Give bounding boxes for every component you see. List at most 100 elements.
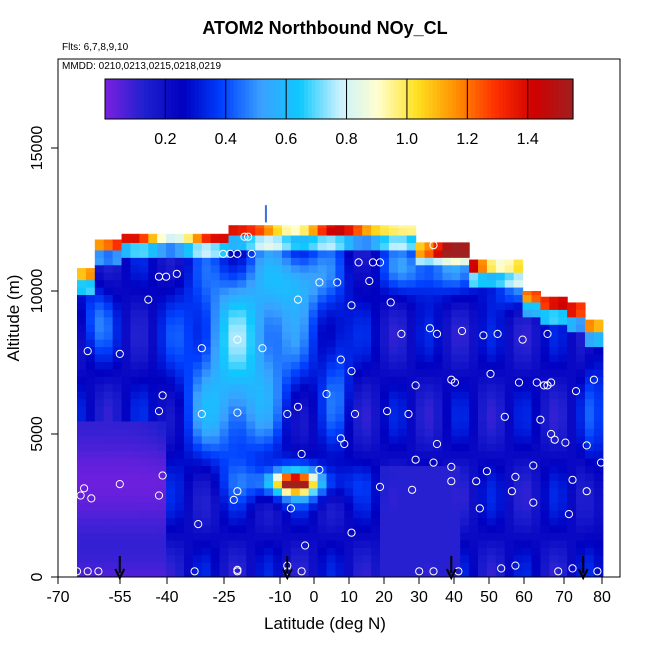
field-cell xyxy=(576,376,586,385)
field-cell xyxy=(183,413,194,422)
field-cell xyxy=(584,562,595,571)
field-cell xyxy=(362,368,372,377)
sample-point xyxy=(450,378,459,387)
field-cell xyxy=(192,368,203,377)
field-cell xyxy=(273,225,283,229)
field-cell xyxy=(495,458,506,467)
field-cell xyxy=(335,264,345,273)
field-cell xyxy=(442,257,452,266)
field-cell xyxy=(130,562,140,571)
colorbar-tick-label: 1.4 xyxy=(517,131,539,148)
field-cell xyxy=(478,554,488,563)
field-cell xyxy=(317,458,328,467)
sample-point xyxy=(83,567,92,576)
sample-point xyxy=(233,335,242,344)
field-cell xyxy=(192,450,203,459)
field-cell xyxy=(299,458,310,467)
field-cell xyxy=(290,309,301,318)
field-cell xyxy=(246,398,256,407)
field-cell xyxy=(121,301,132,310)
colorbar-swatch xyxy=(272,79,278,119)
field-cell xyxy=(335,539,345,548)
field-cell xyxy=(567,413,577,422)
field-cell xyxy=(469,376,479,385)
field-cell xyxy=(273,234,283,243)
field-cell xyxy=(112,428,123,437)
field-cell xyxy=(183,502,194,511)
field-cell xyxy=(567,517,577,526)
field-cell xyxy=(290,264,301,273)
field-cell xyxy=(210,339,221,348)
field-cell xyxy=(335,294,345,303)
field-cell xyxy=(469,331,479,340)
field-cell xyxy=(166,547,176,556)
field-cell xyxy=(94,331,105,340)
field-cell xyxy=(112,264,123,273)
field-cell xyxy=(112,510,123,519)
field-cell xyxy=(210,569,221,577)
field-cell xyxy=(388,287,399,296)
field-cell xyxy=(130,539,140,548)
colorbar-swatch xyxy=(393,79,399,119)
field-cell xyxy=(112,465,123,474)
field-cell xyxy=(166,234,176,243)
field-cell xyxy=(531,539,541,548)
field-cell xyxy=(103,502,114,511)
field-cell xyxy=(85,353,96,362)
field-cell xyxy=(264,353,274,362)
field-cell xyxy=(210,233,221,236)
field-cell xyxy=(255,547,265,556)
field-cell xyxy=(219,458,230,467)
field-cell xyxy=(166,480,176,489)
field-cell xyxy=(558,480,568,489)
sample-point xyxy=(233,487,242,496)
field-cell xyxy=(451,376,461,385)
field-cell xyxy=(576,316,586,325)
colorbar-swatch xyxy=(409,79,414,119)
field-cell xyxy=(130,435,140,444)
colorbar-swatch xyxy=(264,79,270,119)
field-cell xyxy=(567,480,577,489)
field-cell xyxy=(531,569,541,577)
field-cell xyxy=(219,569,230,577)
field-cell xyxy=(183,324,194,333)
field-cell xyxy=(317,309,328,318)
field-cell xyxy=(201,383,212,392)
field-cell xyxy=(335,428,345,437)
field-cell xyxy=(388,517,399,526)
field-cell xyxy=(273,405,283,415)
field-cell xyxy=(192,554,203,563)
field-cell xyxy=(299,554,310,563)
field-cell xyxy=(397,316,408,325)
field-cell xyxy=(94,249,105,258)
field-cell xyxy=(371,383,381,392)
field-cell xyxy=(584,339,595,348)
colorbar-swatch xyxy=(218,79,223,119)
field-cell xyxy=(469,510,479,519)
field-cell xyxy=(219,257,230,266)
field-cell xyxy=(246,249,256,258)
field-cell xyxy=(558,547,568,556)
field-cell xyxy=(201,257,212,266)
field-cell xyxy=(326,272,337,281)
field-cell xyxy=(281,450,292,459)
field-cell xyxy=(228,391,239,400)
field-cell xyxy=(397,391,408,400)
field-cell xyxy=(344,495,354,504)
field-cell xyxy=(130,353,140,362)
field-cell xyxy=(219,309,230,318)
field-cell xyxy=(219,361,230,370)
field-cell xyxy=(335,562,345,571)
colorbar-swatch xyxy=(389,79,395,119)
field-cell xyxy=(486,361,497,370)
field-cell xyxy=(442,458,452,467)
field-cell xyxy=(210,272,221,281)
field-cell xyxy=(219,480,230,489)
field-cell xyxy=(576,391,586,400)
field-cell xyxy=(326,234,337,243)
field-cell xyxy=(281,225,292,229)
colorbar-swatch xyxy=(491,79,496,119)
field-cell xyxy=(264,517,274,526)
field-cell xyxy=(353,517,363,526)
field-cell xyxy=(175,443,185,452)
